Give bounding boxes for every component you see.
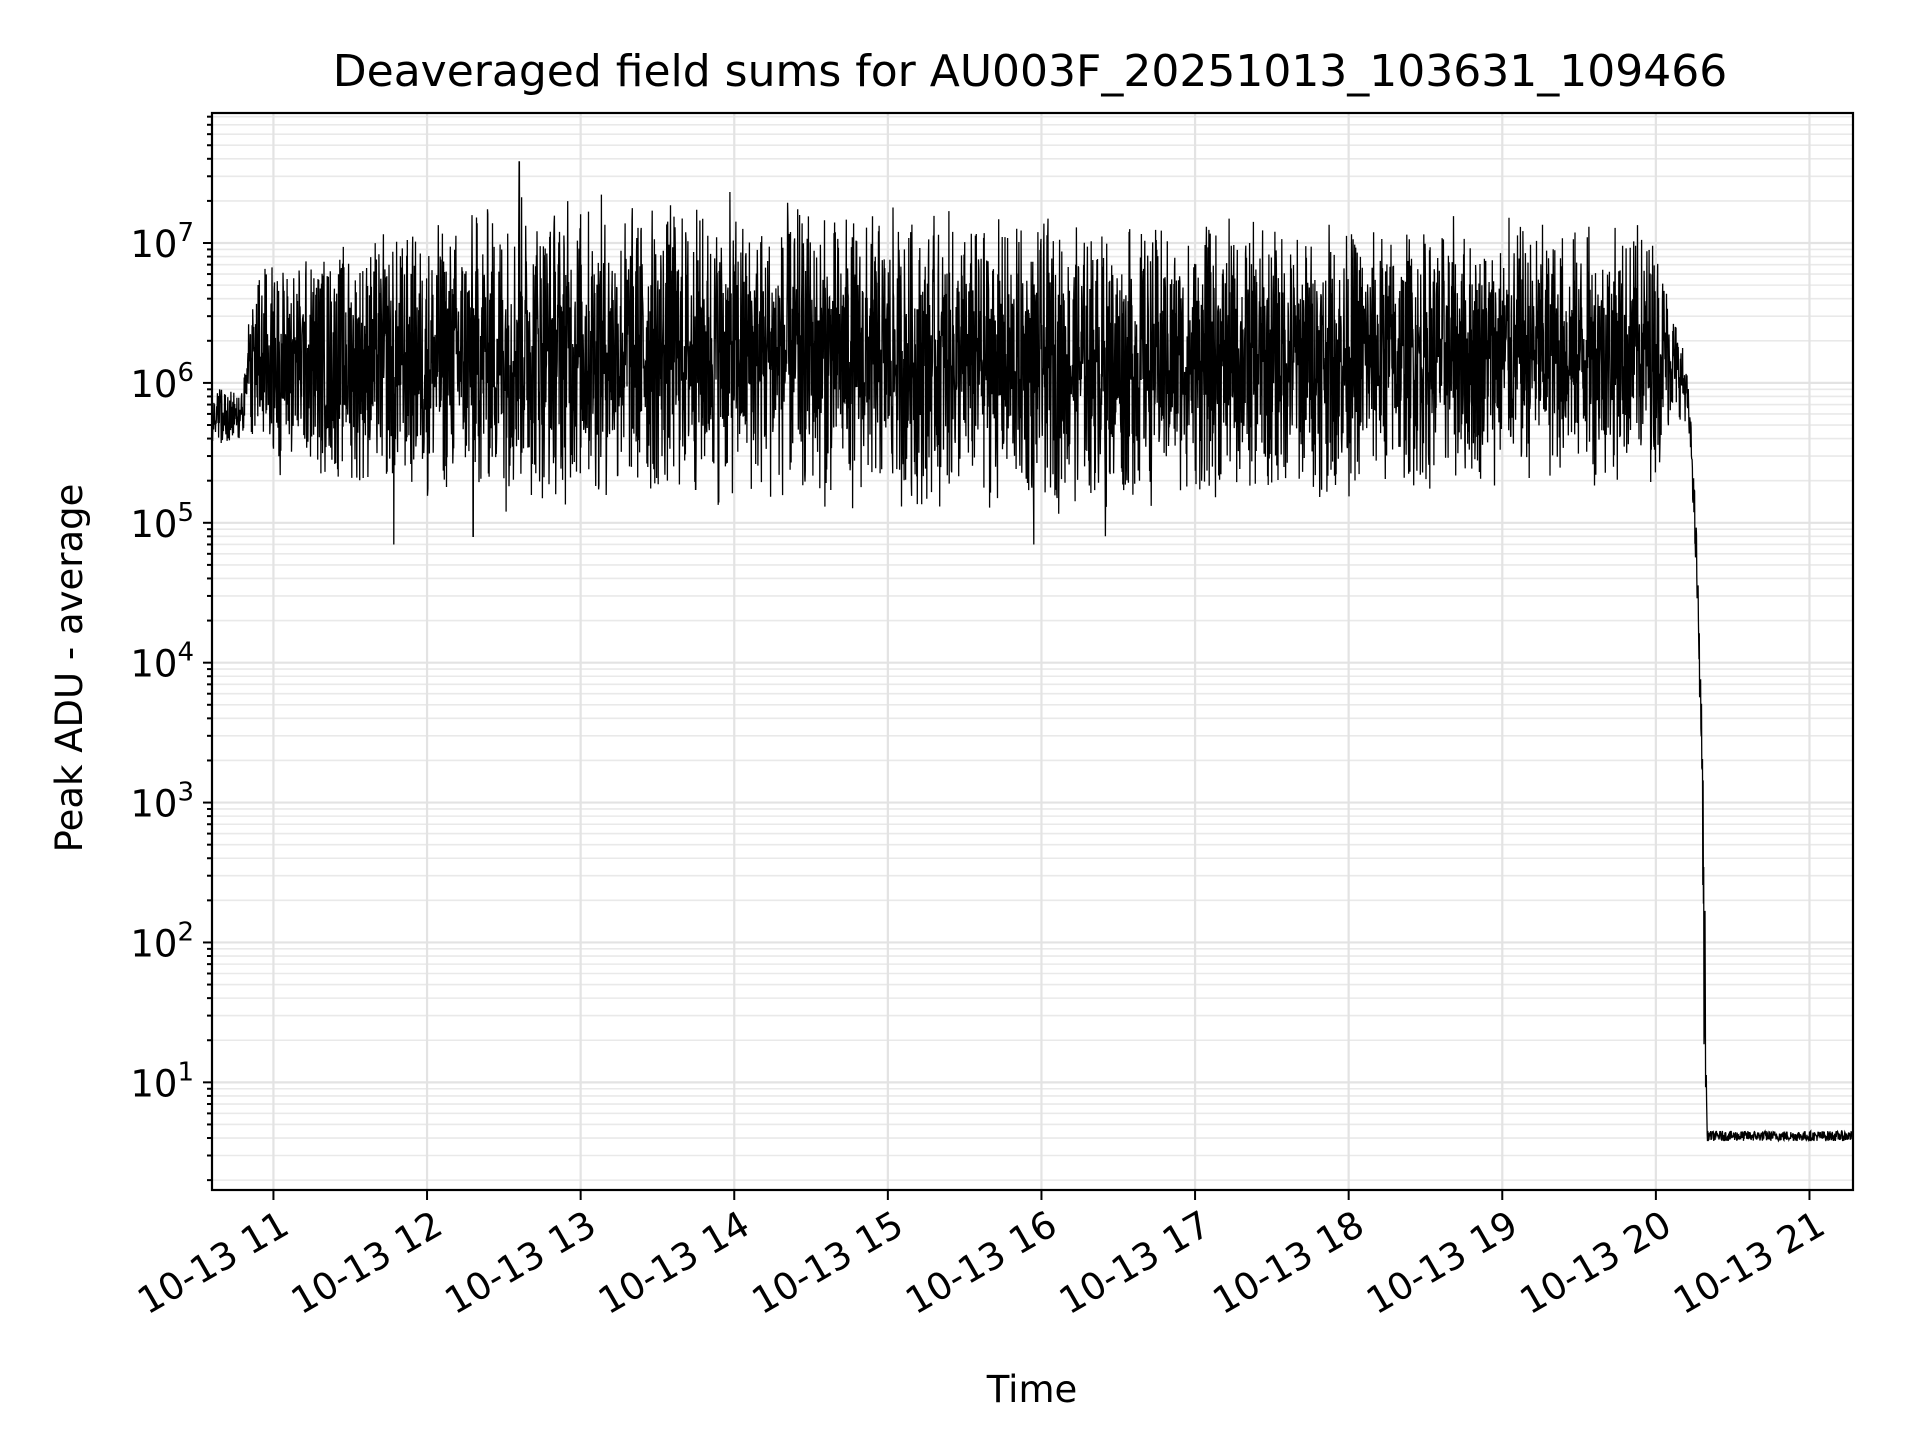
x-axis-label: Time bbox=[986, 1368, 1078, 1411]
y-tick-label: 103 bbox=[130, 778, 194, 826]
chart-title: Deaveraged field sums for AU003F_2025101… bbox=[333, 46, 1727, 97]
plot-frame bbox=[210, 111, 1855, 1192]
grid bbox=[212, 113, 1853, 1190]
y-tick-label: 101 bbox=[130, 1057, 194, 1105]
series-line bbox=[211, 161, 1854, 1143]
y-axis-label: Peak ADU - average bbox=[48, 484, 91, 853]
y-tick-label: 106 bbox=[130, 358, 194, 406]
y-tick-label: 105 bbox=[130, 498, 194, 546]
y-tick-label: 104 bbox=[130, 638, 194, 686]
y-tick-label: 107 bbox=[130, 218, 194, 266]
y-tick-label: 102 bbox=[130, 917, 194, 965]
